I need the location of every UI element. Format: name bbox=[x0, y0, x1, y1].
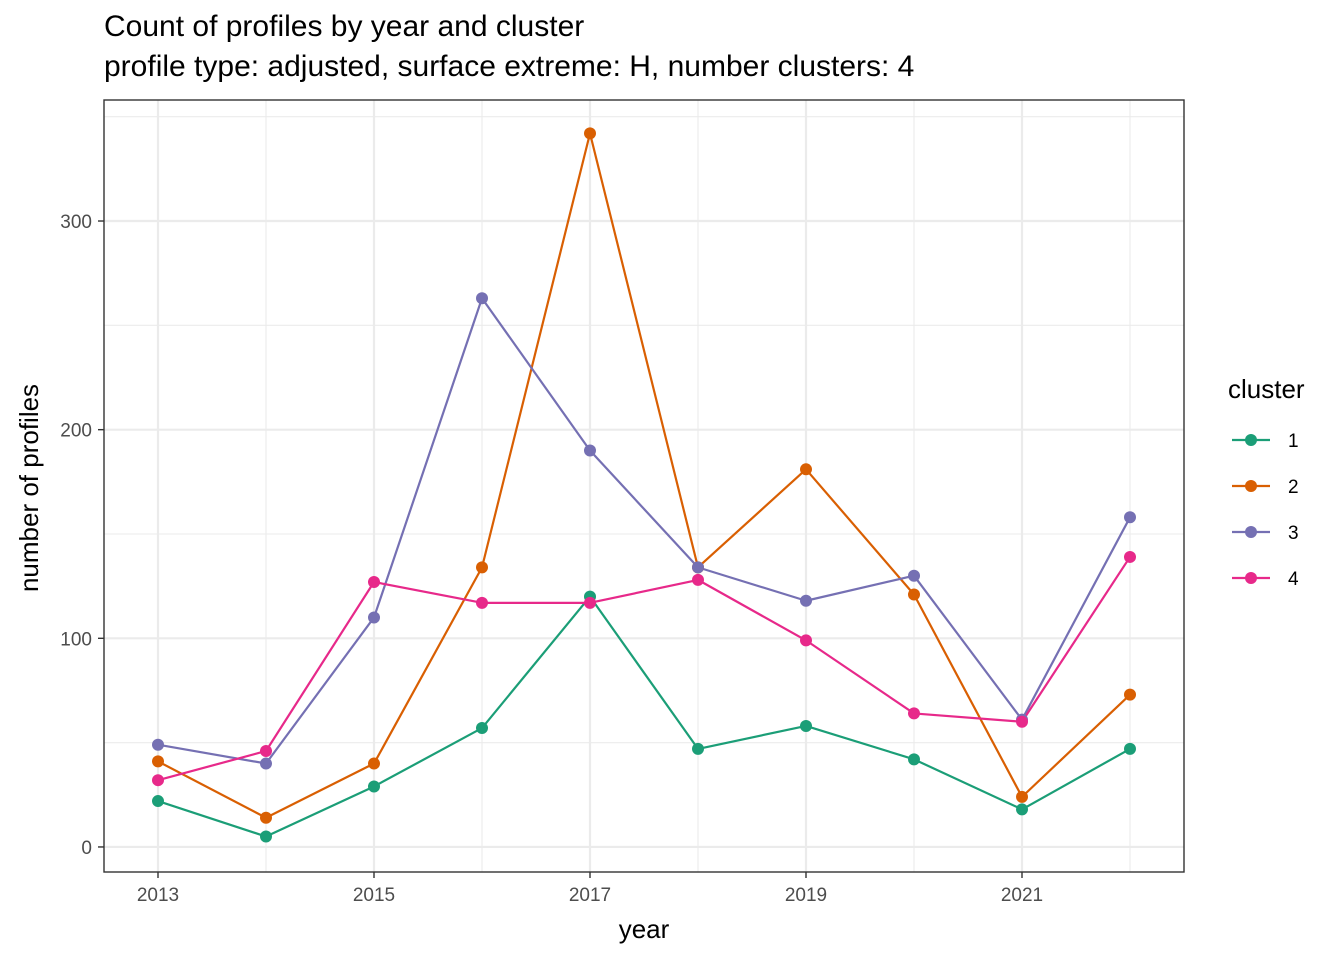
data-point-cluster-2 bbox=[584, 127, 596, 140]
y-tick-label: 200 bbox=[60, 421, 92, 442]
data-point-cluster-4 bbox=[800, 634, 812, 647]
data-point-cluster-2 bbox=[1124, 688, 1136, 701]
data-point-cluster-4 bbox=[908, 707, 920, 720]
y-tick-label: 300 bbox=[60, 212, 92, 233]
data-point-cluster-3 bbox=[800, 594, 812, 607]
data-point-cluster-4 bbox=[584, 596, 596, 609]
data-point-cluster-3 bbox=[260, 757, 272, 770]
legend-label: 3 bbox=[1288, 523, 1299, 544]
data-point-cluster-1 bbox=[476, 722, 488, 735]
plot-panel-bg bbox=[104, 100, 1184, 872]
data-point-cluster-1 bbox=[908, 753, 920, 766]
data-point-cluster-2 bbox=[260, 811, 272, 824]
y-axis-title: number of profiles bbox=[14, 384, 44, 592]
legend-label: 2 bbox=[1288, 477, 1299, 498]
data-point-cluster-1 bbox=[1124, 742, 1136, 755]
legend-key-point bbox=[1245, 434, 1257, 446]
legend-label: 1 bbox=[1288, 431, 1299, 452]
data-point-cluster-4 bbox=[1016, 715, 1028, 728]
x-tick-label: 2021 bbox=[1001, 885, 1043, 906]
data-point-cluster-3 bbox=[692, 561, 704, 574]
legend: cluster 1 2 3 4 bbox=[1228, 374, 1305, 590]
legend-key-point bbox=[1245, 572, 1257, 584]
data-point-cluster-3 bbox=[476, 292, 488, 305]
x-tick-label: 2015 bbox=[353, 885, 395, 906]
data-point-cluster-1 bbox=[152, 795, 164, 808]
series-line-cluster-1 bbox=[157, 595, 1131, 838]
legend-key-point bbox=[1245, 526, 1257, 538]
data-point-cluster-1 bbox=[1016, 803, 1028, 816]
data-point-cluster-3 bbox=[1124, 511, 1136, 524]
series-line-cluster-4 bbox=[157, 556, 1131, 782]
data-point-cluster-1 bbox=[368, 780, 380, 793]
data-point-cluster-4 bbox=[1124, 550, 1136, 563]
data-point-cluster-2 bbox=[476, 561, 488, 574]
x-tick-label: 2013 bbox=[137, 885, 179, 906]
data-point-cluster-1 bbox=[800, 719, 812, 732]
chart-subtitle: profile type: adjusted, surface extreme:… bbox=[104, 50, 915, 83]
series-line-cluster-2 bbox=[157, 132, 1131, 819]
legend-label: 4 bbox=[1288, 569, 1299, 590]
series-line-cluster-3 bbox=[157, 297, 1131, 765]
data-point-cluster-2 bbox=[800, 463, 812, 476]
x-axis-title: year bbox=[619, 914, 670, 944]
data-point-cluster-2 bbox=[152, 755, 164, 768]
data-point-cluster-4 bbox=[368, 575, 380, 588]
data-point-cluster-2 bbox=[368, 757, 380, 770]
data-point-cluster-3 bbox=[368, 611, 380, 624]
data-point-cluster-2 bbox=[1016, 790, 1028, 803]
data-point-cluster-3 bbox=[908, 569, 920, 582]
data-point-cluster-4 bbox=[476, 596, 488, 609]
data-point-cluster-4 bbox=[152, 774, 164, 787]
legend-key-point bbox=[1245, 480, 1257, 492]
data-point-cluster-1 bbox=[260, 830, 272, 843]
data-point-cluster-1 bbox=[692, 742, 704, 755]
chart-title: Count of profiles by year and cluster bbox=[104, 10, 585, 43]
y-tick-label: 100 bbox=[60, 629, 92, 650]
data-point-cluster-4 bbox=[692, 573, 704, 586]
x-tick-label: 2017 bbox=[569, 885, 611, 906]
y-tick-label: 0 bbox=[81, 838, 92, 859]
data-point-cluster-2 bbox=[908, 588, 920, 601]
plot-panel-border bbox=[103, 99, 1185, 873]
x-tick-label: 2019 bbox=[785, 885, 827, 906]
data-point-cluster-4 bbox=[260, 744, 272, 757]
data-point-cluster-3 bbox=[584, 444, 596, 457]
data-point-cluster-3 bbox=[152, 738, 164, 751]
legend-title: cluster bbox=[1228, 374, 1305, 404]
